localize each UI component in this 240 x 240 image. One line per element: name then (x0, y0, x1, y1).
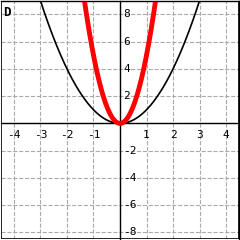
Text: 2: 2 (170, 130, 176, 140)
Text: -2: -2 (123, 146, 137, 156)
Text: 8: 8 (123, 9, 130, 19)
Text: 4: 4 (223, 130, 229, 140)
Text: 1: 1 (143, 130, 150, 140)
Text: -4: -4 (123, 173, 137, 183)
Text: 4: 4 (123, 64, 130, 74)
Text: 6: 6 (123, 36, 130, 47)
Text: -1: -1 (87, 130, 100, 140)
Text: -2: -2 (60, 130, 74, 140)
Text: -8: -8 (123, 228, 137, 238)
Text: 2: 2 (123, 91, 130, 101)
Text: -6: -6 (123, 200, 137, 210)
Text: -4: -4 (7, 130, 21, 140)
Text: 3: 3 (196, 130, 203, 140)
Text: -3: -3 (34, 130, 47, 140)
Text: D: D (3, 6, 11, 19)
